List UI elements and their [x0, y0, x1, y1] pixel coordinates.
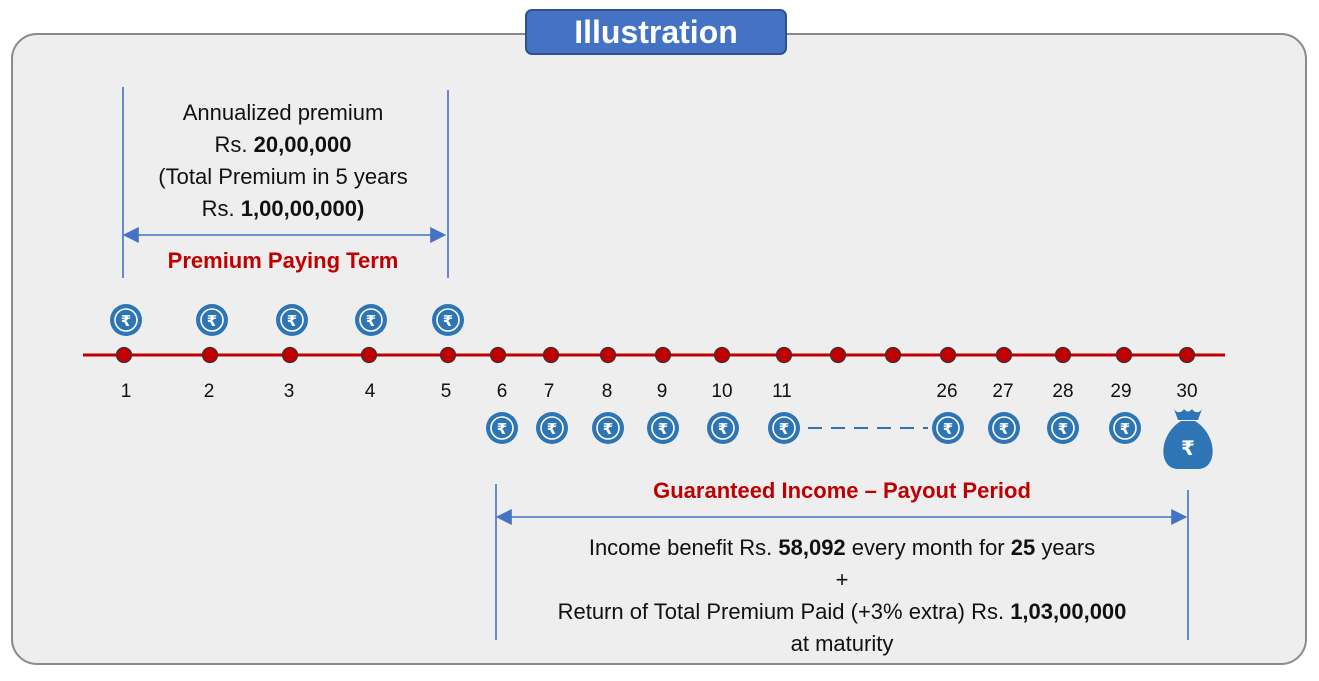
- premium-line-2: Rs. 20,00,000: [123, 129, 443, 161]
- income-rupee-coin-icon: ₹: [768, 412, 800, 444]
- income-rupee-coin-icon: ₹: [536, 412, 568, 444]
- timeline-dot: [439, 346, 457, 364]
- payout-line-1: Income benefit Rs. 58,092 every month fo…: [480, 532, 1204, 564]
- svg-text:₹: ₹: [547, 420, 557, 438]
- premium-rupee-coin-icon: ₹: [110, 304, 142, 336]
- year-label-30: 30: [1176, 381, 1197, 402]
- timeline-dot: [995, 346, 1013, 364]
- premium-rupee-coin-icon: ₹: [432, 304, 464, 336]
- timeline-dot: [115, 346, 133, 364]
- svg-text:₹: ₹: [287, 312, 297, 330]
- payout-description: Income benefit Rs. 58,092 every month fo…: [480, 532, 1204, 660]
- income-rupee-coin-icon: ₹: [707, 412, 739, 444]
- illustration-title: Illustration: [525, 9, 787, 55]
- total-premium-amount: 1,00,00,000): [240, 196, 365, 221]
- income-rupee-coin-icon: ₹: [1047, 412, 1079, 444]
- income-rupee-coin-icon: ₹: [592, 412, 624, 444]
- timeline-dot: [1178, 346, 1196, 364]
- timeline-dot: [201, 346, 219, 364]
- money-bag-icon: ₹: [1163, 409, 1213, 469]
- svg-text:₹: ₹: [603, 420, 613, 438]
- payout-line-4: at maturity: [790, 631, 894, 656]
- svg-text:₹: ₹: [207, 312, 217, 330]
- year-label-3: 3: [284, 381, 295, 402]
- year-label-28: 28: [1052, 381, 1073, 402]
- year-label-1: 1: [121, 381, 132, 402]
- svg-text:₹: ₹: [121, 312, 131, 330]
- premium-description: Annualized premium Rs. 20,00,000 (Total …: [123, 97, 443, 225]
- year-label-2: 2: [204, 381, 215, 402]
- timeline-dot: [281, 346, 299, 364]
- timeline-dot: [489, 346, 507, 364]
- year-label-10: 10: [711, 381, 732, 402]
- payout-period-label: Guaranteed Income – Payout Period: [653, 478, 1031, 503]
- year-label-6: 6: [497, 381, 508, 402]
- premium-rupee-coin-icon: ₹: [276, 304, 308, 336]
- income-rupee-coin-icon: ₹: [486, 412, 518, 444]
- timeline-dot: [1115, 346, 1133, 364]
- timeline-dot: [542, 346, 560, 364]
- premium-rupee-coin-icon: ₹: [355, 304, 387, 336]
- svg-text:₹: ₹: [1120, 420, 1130, 438]
- timeline-dot: [654, 346, 672, 364]
- monthly-income-amount: 58,092: [778, 535, 846, 560]
- svg-text:₹: ₹: [779, 420, 789, 438]
- svg-text:₹: ₹: [443, 312, 453, 330]
- timeline-dot: [1054, 346, 1072, 364]
- premium-line-2-prefix: Rs.: [214, 132, 254, 157]
- premium-line-1: Annualized premium: [182, 100, 384, 125]
- svg-text:₹: ₹: [497, 420, 507, 438]
- year-label-5: 5: [441, 381, 452, 402]
- income-rupee-coin-icon: ₹: [1109, 412, 1141, 444]
- year-label-29: 29: [1110, 381, 1131, 402]
- timeline-dot: [939, 346, 957, 364]
- annual-premium-amount: 20,00,000: [253, 132, 352, 157]
- svg-text:₹: ₹: [999, 420, 1009, 438]
- income-rupee-coin-icon: ₹: [932, 412, 964, 444]
- svg-text:₹: ₹: [718, 420, 728, 438]
- maturity-amount: 1,03,00,000: [1010, 599, 1127, 624]
- svg-text:₹: ₹: [1181, 436, 1195, 460]
- svg-text:₹: ₹: [658, 420, 668, 438]
- year-label-8: 8: [602, 381, 613, 402]
- premium-rupee-coin-icon: ₹: [196, 304, 228, 336]
- year-label-4: 4: [365, 381, 376, 402]
- premium-line-4-prefix: Rs.: [201, 196, 241, 221]
- year-label-11: 11: [772, 381, 792, 402]
- timeline-dot: [599, 346, 617, 364]
- timeline-dot: [775, 346, 793, 364]
- payout-years: 25: [1010, 535, 1036, 560]
- timeline-dot: [360, 346, 378, 364]
- year-label-7: 7: [544, 381, 555, 402]
- income-rupee-coin-icon: ₹: [647, 412, 679, 444]
- timeline-dot: [713, 346, 731, 364]
- svg-text:₹: ₹: [1058, 420, 1068, 438]
- svg-text:₹: ₹: [366, 312, 376, 330]
- income-rupee-coin-icon: ₹: [988, 412, 1020, 444]
- year-label-26: 26: [936, 381, 957, 402]
- payout-plus: +: [835, 567, 849, 592]
- year-label-9: 9: [657, 381, 668, 402]
- payout-line-1-prefix: Income benefit Rs.: [588, 535, 779, 560]
- premium-line-3: (Total Premium in 5 years: [158, 164, 408, 189]
- premium-line-4: Rs. 1,00,00,000): [123, 193, 443, 225]
- timeline-dot: [829, 346, 847, 364]
- year-label-27: 27: [992, 381, 1013, 402]
- timeline-dot: [884, 346, 902, 364]
- payout-line-3-prefix: Return of Total Premium Paid (+3% extra)…: [557, 599, 1011, 624]
- payout-line-1-suffix: years: [1035, 535, 1096, 560]
- payout-line-1-mid: every month for: [845, 535, 1011, 560]
- svg-text:₹: ₹: [943, 420, 953, 438]
- payout-line-3: Return of Total Premium Paid (+3% extra)…: [480, 596, 1204, 628]
- premium-term-label: Premium Paying Term: [167, 248, 399, 273]
